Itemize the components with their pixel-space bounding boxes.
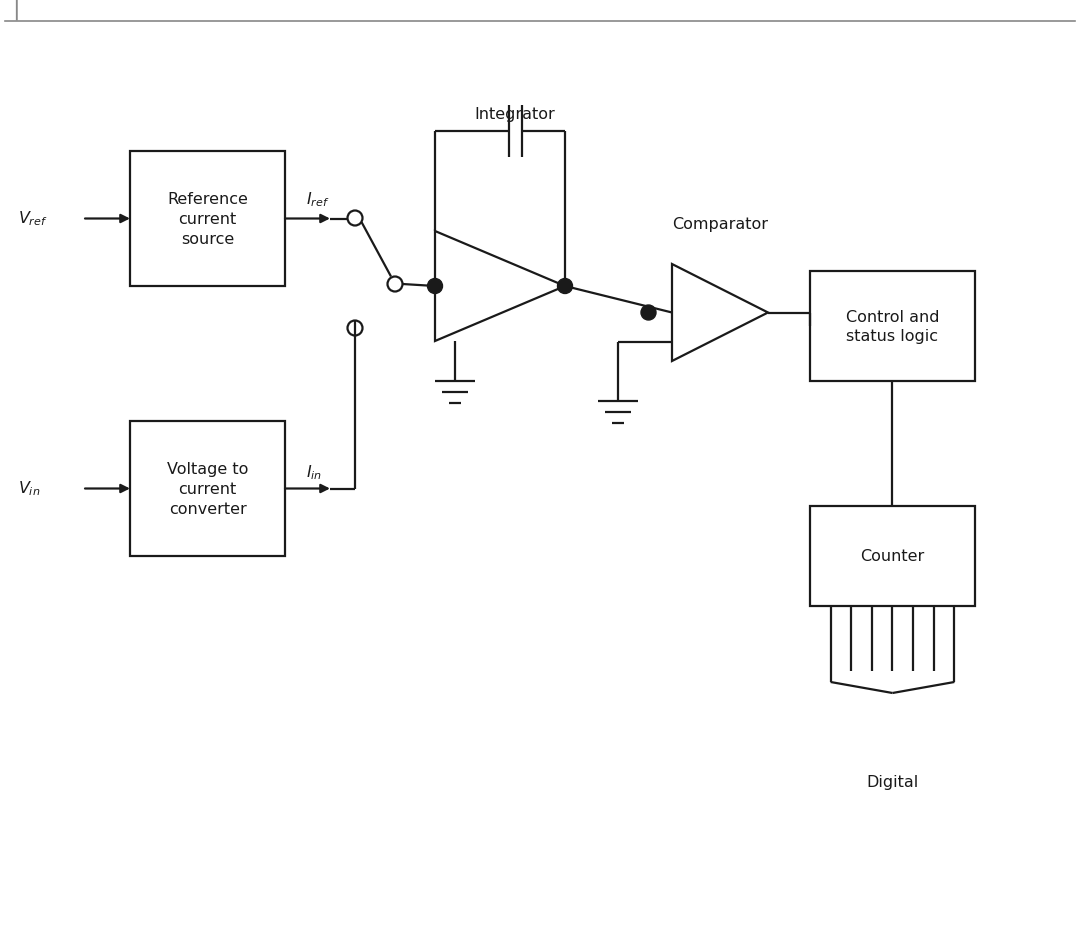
Text: $I_{in}$: $I_{in}$ <box>306 462 322 481</box>
Text: $I_{ref}$: $I_{ref}$ <box>306 190 329 209</box>
Circle shape <box>557 279 572 294</box>
Text: Counter: Counter <box>861 548 924 563</box>
Text: Comparator: Comparator <box>672 217 768 232</box>
Text: Integrator: Integrator <box>474 108 555 123</box>
Text: $V_{ref}$: $V_{ref}$ <box>18 210 48 228</box>
Bar <box>130 421 285 556</box>
Text: Reference
current
source: Reference current source <box>167 192 248 246</box>
Text: |: | <box>12 0 19 20</box>
Bar <box>130 152 285 286</box>
Circle shape <box>428 279 443 294</box>
Circle shape <box>642 306 656 321</box>
Text: $V_{in}$: $V_{in}$ <box>18 479 40 498</box>
Text: Digital: Digital <box>866 774 919 789</box>
Text: Control and
status logic: Control and status logic <box>846 309 940 344</box>
Bar <box>810 506 975 607</box>
Text: Voltage to
current
converter: Voltage to current converter <box>166 461 248 517</box>
Bar <box>810 271 975 382</box>
